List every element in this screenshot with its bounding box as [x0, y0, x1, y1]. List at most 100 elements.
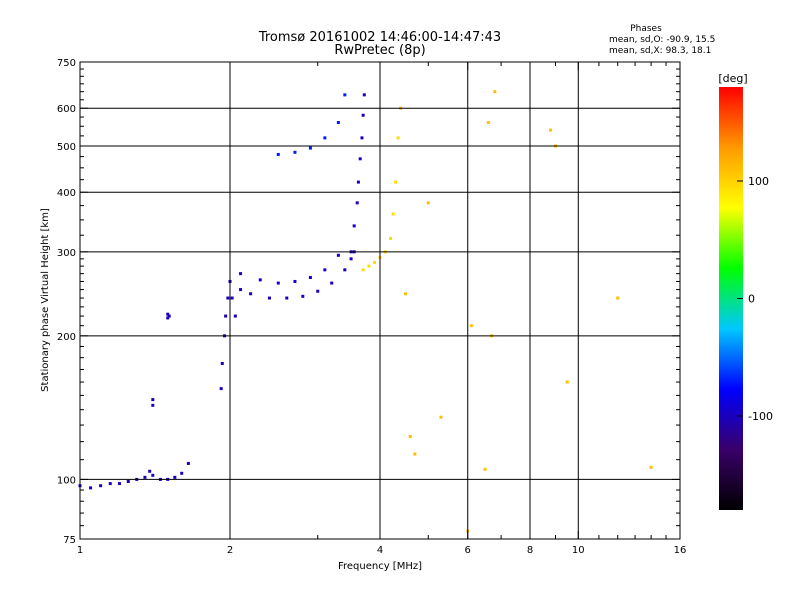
echo-point	[323, 136, 327, 140]
echo-point	[565, 380, 569, 384]
echo-point	[249, 292, 253, 296]
x-tick-label: 6	[465, 545, 471, 556]
echo-point	[330, 281, 334, 285]
echo-point	[239, 272, 243, 276]
y-tick-label: 400	[57, 188, 76, 199]
echo-point	[486, 121, 490, 125]
echo-point	[230, 296, 234, 300]
tick-labels: 1 2 4 6 8 10 16 75 100 200 300 400 500 600 750	[57, 58, 686, 556]
echo-point	[239, 288, 243, 292]
echo-point	[316, 289, 320, 293]
echo-point	[220, 361, 224, 365]
colorbar-tick-label: 0	[748, 293, 755, 306]
echo-point	[186, 461, 190, 465]
echo-point	[336, 121, 340, 125]
echo-point	[356, 180, 360, 184]
y-tick-label: 600	[57, 104, 76, 115]
echo-point	[469, 324, 473, 328]
x-tick-label: 1	[77, 545, 83, 556]
echo-point	[360, 136, 364, 140]
echo-point	[389, 236, 393, 240]
echo-point	[373, 260, 377, 264]
x-tick-label: 2	[227, 545, 233, 556]
echo-point	[293, 150, 297, 154]
echo-point	[483, 467, 487, 471]
echo-point	[276, 281, 280, 285]
chart-title: Tromsø 20161002 14:46:00-14:47:43	[258, 30, 501, 45]
echo-point	[323, 268, 327, 272]
colorbar-label: [deg]	[718, 72, 747, 85]
echo-point	[361, 268, 365, 272]
echo-point	[233, 314, 237, 318]
echo-point	[219, 387, 223, 391]
echo-point	[167, 314, 171, 318]
echo-point	[352, 224, 356, 228]
echo-point	[301, 294, 305, 298]
grid	[80, 62, 680, 539]
echo-point	[355, 201, 359, 205]
echo-point	[367, 264, 371, 268]
colorbar: [deg] 100 0 -100	[718, 72, 773, 510]
echo-point	[226, 296, 230, 300]
x-axis-label: Frequency [MHz]	[338, 561, 422, 572]
echo-point	[224, 314, 228, 318]
echo-point	[308, 146, 312, 150]
echo-point	[151, 398, 155, 402]
axes	[79, 61, 681, 540]
echo-point	[394, 180, 398, 184]
echo-point	[267, 296, 271, 300]
echo-point	[408, 435, 412, 439]
echo-point	[293, 279, 297, 283]
echo-point	[166, 316, 170, 320]
echo-point	[258, 278, 262, 282]
y-tick-label: 300	[57, 248, 76, 259]
phase-legend-o: mean, sd,O: -90.9, 15.5	[609, 35, 715, 45]
echo-point	[426, 201, 430, 205]
y-tick-label: 500	[57, 142, 76, 153]
echo-point	[336, 253, 340, 257]
echo-point	[349, 257, 353, 261]
x-tick-label: 16	[674, 545, 687, 556]
echo-point	[649, 465, 653, 469]
echo-point	[616, 296, 620, 300]
echo-point	[403, 292, 407, 296]
y-tick-label: 200	[57, 332, 76, 343]
echo-point	[180, 471, 184, 475]
echo-point	[151, 473, 155, 477]
y-tick-label: 100	[57, 475, 76, 486]
echo-point	[166, 312, 170, 316]
x-tick-label: 4	[377, 545, 383, 556]
echo-point	[285, 296, 289, 300]
echo-point	[276, 152, 280, 156]
echo-point	[493, 90, 497, 94]
x-tick-label: 10	[572, 545, 585, 556]
echo-point	[439, 415, 443, 419]
echo-point	[343, 93, 347, 97]
colorbar-tick-label: 100	[748, 175, 769, 188]
echo-point	[396, 136, 400, 140]
echo-point	[358, 157, 362, 161]
echo-point	[549, 128, 553, 132]
colorbar-tick-label: -100	[748, 410, 773, 423]
x-tick-label: 8	[527, 545, 533, 556]
echo-point	[362, 93, 366, 97]
y-axis-label: Stationary phase Virtual Height [km]	[40, 208, 51, 392]
echo-point	[343, 268, 347, 272]
echo-point	[99, 484, 103, 488]
echo-point	[148, 469, 152, 473]
y-tick-label: 75	[63, 535, 76, 546]
phase-legend-x: mean, sd,X: 98.3, 18.1	[609, 46, 711, 56]
plot-area	[78, 90, 653, 533]
echo-point	[143, 475, 147, 479]
echo-point	[391, 212, 395, 216]
echo-point	[151, 403, 155, 407]
echo-point	[361, 113, 365, 117]
echo-point	[308, 276, 312, 280]
echo-point	[108, 482, 112, 486]
echo-point	[413, 452, 417, 456]
echo-point	[173, 475, 177, 479]
chart-subtitle: RwPretec (8p)	[334, 43, 425, 58]
echo-point	[117, 482, 121, 486]
phase-legend-heading: Phases	[630, 24, 662, 34]
